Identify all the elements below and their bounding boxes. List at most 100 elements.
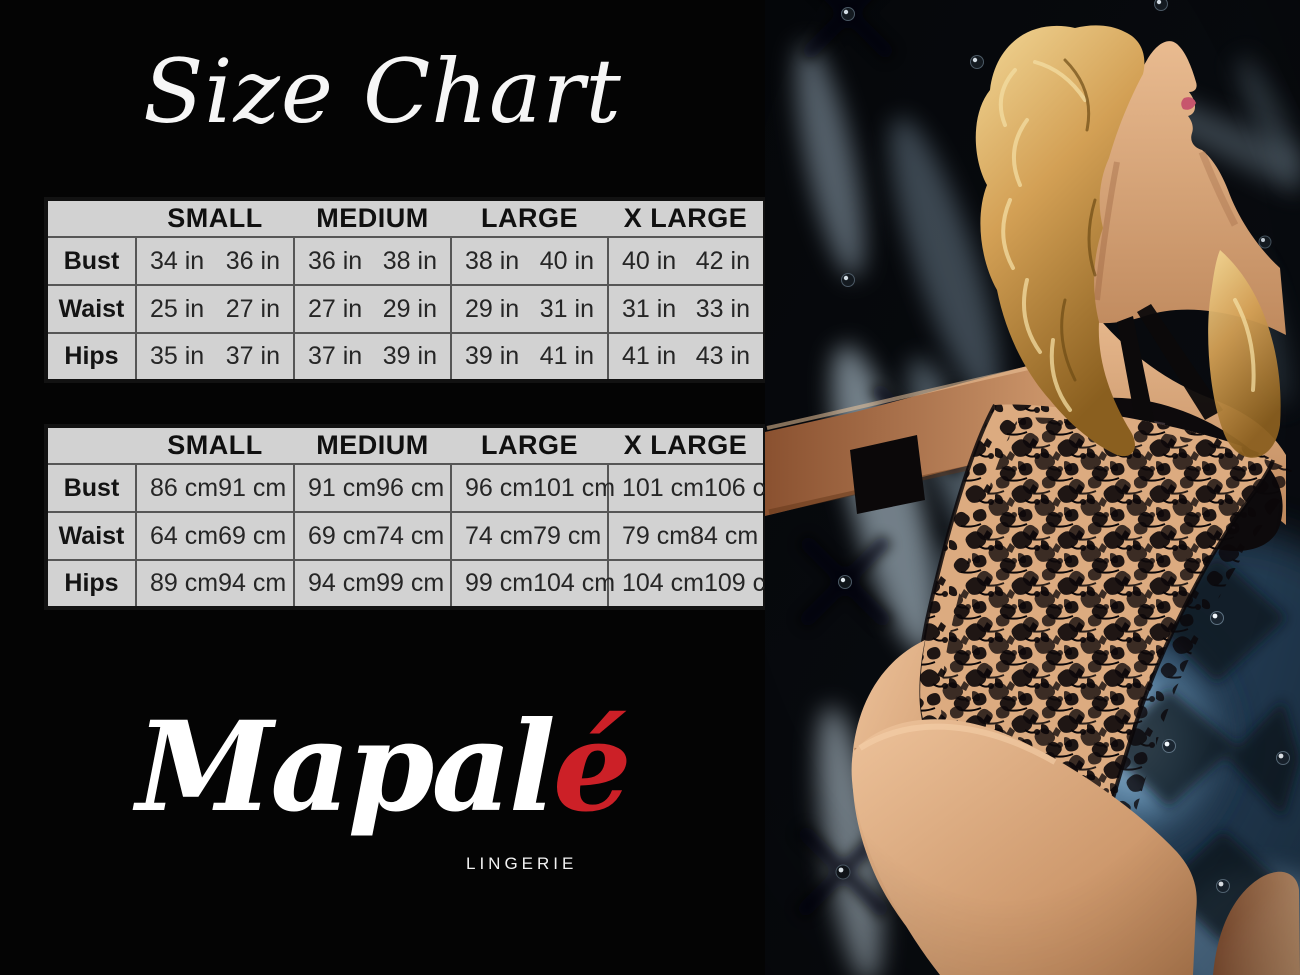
size-cell: 74 cm 79 cm bbox=[450, 511, 609, 561]
size-cell: 91 cm 96 cm bbox=[293, 463, 452, 513]
brand-logo: Mapalé bbox=[0, 706, 765, 830]
model-photo bbox=[765, 0, 1300, 975]
size-header-row: SMALL MEDIUM LARGE X LARGE bbox=[46, 199, 765, 238]
measure-max: 29 in bbox=[382, 294, 437, 323]
size-cell: 99 cm 104 cm bbox=[450, 559, 615, 609]
size-cell: 34 in 36 in bbox=[135, 236, 295, 286]
measure-min: 91 cm bbox=[308, 473, 377, 502]
measure-max: 69 cm bbox=[218, 521, 287, 550]
size-cell: 38 in 40 in bbox=[450, 236, 609, 286]
measure-max: 43 in bbox=[695, 342, 750, 370]
photo-vignette bbox=[765, 0, 1300, 975]
measure-max: 79 cm bbox=[533, 521, 602, 550]
size-header-row: SMALL MEDIUM LARGE X LARGE bbox=[46, 426, 765, 465]
measure-min: 74 cm bbox=[465, 521, 534, 550]
size-cell: 27 in 29 in bbox=[293, 284, 452, 334]
size-cell: 41 in 43 in bbox=[607, 332, 766, 382]
size-header-medium: MEDIUM bbox=[294, 199, 451, 238]
size-cell: 37 in 39 in bbox=[293, 332, 452, 382]
table-row-waist: Waist 64 cm 69 cm 69 cm 74 cm 74 cm 79 cm 7… bbox=[45, 511, 766, 561]
row-label: Waist bbox=[45, 511, 137, 561]
measure-min: 86 cm bbox=[150, 473, 219, 502]
size-cell: 31 in 33 in bbox=[607, 284, 766, 334]
corner-cell bbox=[46, 199, 136, 238]
measure-max: 104 cm bbox=[533, 569, 616, 597]
row-label: Waist bbox=[45, 284, 137, 334]
size-cell: 25 in 27 in bbox=[135, 284, 295, 334]
row-label: Hips bbox=[45, 559, 137, 609]
measure-max: 101 cm bbox=[533, 473, 616, 502]
measure-min: 64 cm bbox=[150, 521, 219, 550]
measure-min: 40 in bbox=[622, 246, 677, 275]
brand-name-accent: é bbox=[552, 695, 632, 840]
table-row-bust: Bust 86 cm 91 cm 91 cm 96 cm 96 cm 101 cm 1… bbox=[45, 463, 786, 513]
table-row-waist: Waist 25 in 27 in 27 in 29 in 29 in 31 in 3… bbox=[45, 284, 766, 334]
measure-max: 31 in bbox=[539, 294, 594, 323]
measure-min: 104 cm bbox=[622, 569, 704, 597]
measure-max: 27 in bbox=[225, 294, 280, 323]
measure-max: 33 in bbox=[695, 294, 750, 323]
size-header-large: LARGE bbox=[451, 426, 608, 465]
measure-max: 96 cm bbox=[376, 473, 445, 502]
measure-min: 36 in bbox=[308, 246, 363, 275]
measure-min: 25 in bbox=[150, 294, 205, 323]
size-cell: 36 in 38 in bbox=[293, 236, 452, 286]
size-table-inches: SMALL MEDIUM LARGE X LARGE Bust 34 in 36 … bbox=[44, 197, 767, 383]
measure-max: 38 in bbox=[382, 246, 437, 275]
measure-min: 29 in bbox=[465, 294, 520, 323]
table-row-hips: Hips 35 in 37 in 37 in 39 in 39 in 41 in 41… bbox=[45, 332, 766, 382]
brand-tagline: LINGERIE bbox=[466, 854, 578, 873]
measure-max: 91 cm bbox=[218, 473, 287, 502]
page-title: Size Chart bbox=[143, 40, 622, 143]
size-cell: 79 cm 84 cm bbox=[607, 511, 766, 561]
size-header-small: SMALL bbox=[136, 426, 294, 465]
measure-min: 38 in bbox=[465, 246, 520, 275]
measure-max: 37 in bbox=[225, 342, 280, 370]
measure-min: 96 cm bbox=[465, 473, 534, 502]
table-row-bust: Bust 34 in 36 in 36 in 38 in 38 in 40 in 40… bbox=[45, 236, 766, 286]
measure-min: 27 in bbox=[308, 294, 363, 323]
size-cell: 35 in 37 in bbox=[135, 332, 295, 382]
measure-min: 89 cm bbox=[150, 569, 219, 597]
row-label: Bust bbox=[45, 236, 137, 286]
measure-max: 74 cm bbox=[376, 521, 445, 550]
measure-max: 36 in bbox=[225, 246, 280, 275]
size-cell: 69 cm 74 cm bbox=[293, 511, 452, 561]
size-table-centimeters: SMALL MEDIUM LARGE X LARGE Bust 86 cm 91 … bbox=[44, 424, 786, 610]
row-label: Hips bbox=[45, 332, 137, 382]
table-row-hips: Hips 89 cm 94 cm 94 cm 99 cm 99 cm 104 cm 1… bbox=[45, 559, 786, 609]
measure-min: 101 cm bbox=[622, 473, 704, 502]
row-label: Bust bbox=[45, 463, 137, 513]
measure-min: 94 cm bbox=[308, 569, 377, 597]
measure-min: 99 cm bbox=[465, 569, 534, 597]
measure-max: 39 in bbox=[382, 342, 437, 370]
size-cell: 29 in 31 in bbox=[450, 284, 609, 334]
size-cell: 96 cm 101 cm bbox=[450, 463, 615, 513]
size-cell: 104 cm 109 cm bbox=[607, 559, 786, 609]
measure-max: 42 in bbox=[695, 246, 750, 275]
measure-max: 40 in bbox=[539, 246, 594, 275]
brand-name: Mapal bbox=[136, 695, 556, 840]
measure-min: 31 in bbox=[622, 294, 677, 323]
measure-max: 94 cm bbox=[218, 569, 287, 597]
size-cell: 64 cm 69 cm bbox=[135, 511, 295, 561]
size-cell: 86 cm 91 cm bbox=[135, 463, 295, 513]
size-header-medium: MEDIUM bbox=[294, 426, 451, 465]
size-cell: 40 in 42 in bbox=[607, 236, 766, 286]
measure-min: 79 cm bbox=[622, 521, 691, 550]
measure-max: 84 cm bbox=[690, 521, 759, 550]
size-cell: 101 cm 106 cm bbox=[607, 463, 786, 513]
size-cell: 39 in 41 in bbox=[450, 332, 609, 382]
size-header-xlarge: X LARGE bbox=[608, 426, 765, 465]
size-cell: 89 cm 94 cm bbox=[135, 559, 295, 609]
size-header-xlarge: X LARGE bbox=[608, 199, 765, 238]
measure-min: 39 in bbox=[465, 342, 520, 370]
size-cell: 94 cm 99 cm bbox=[293, 559, 452, 609]
measure-min: 37 in bbox=[308, 342, 363, 370]
measure-min: 69 cm bbox=[308, 521, 377, 550]
size-header-small: SMALL bbox=[136, 199, 294, 238]
size-header-large: LARGE bbox=[451, 199, 608, 238]
measure-min: 34 in bbox=[150, 246, 205, 275]
measure-min: 41 in bbox=[622, 342, 677, 370]
